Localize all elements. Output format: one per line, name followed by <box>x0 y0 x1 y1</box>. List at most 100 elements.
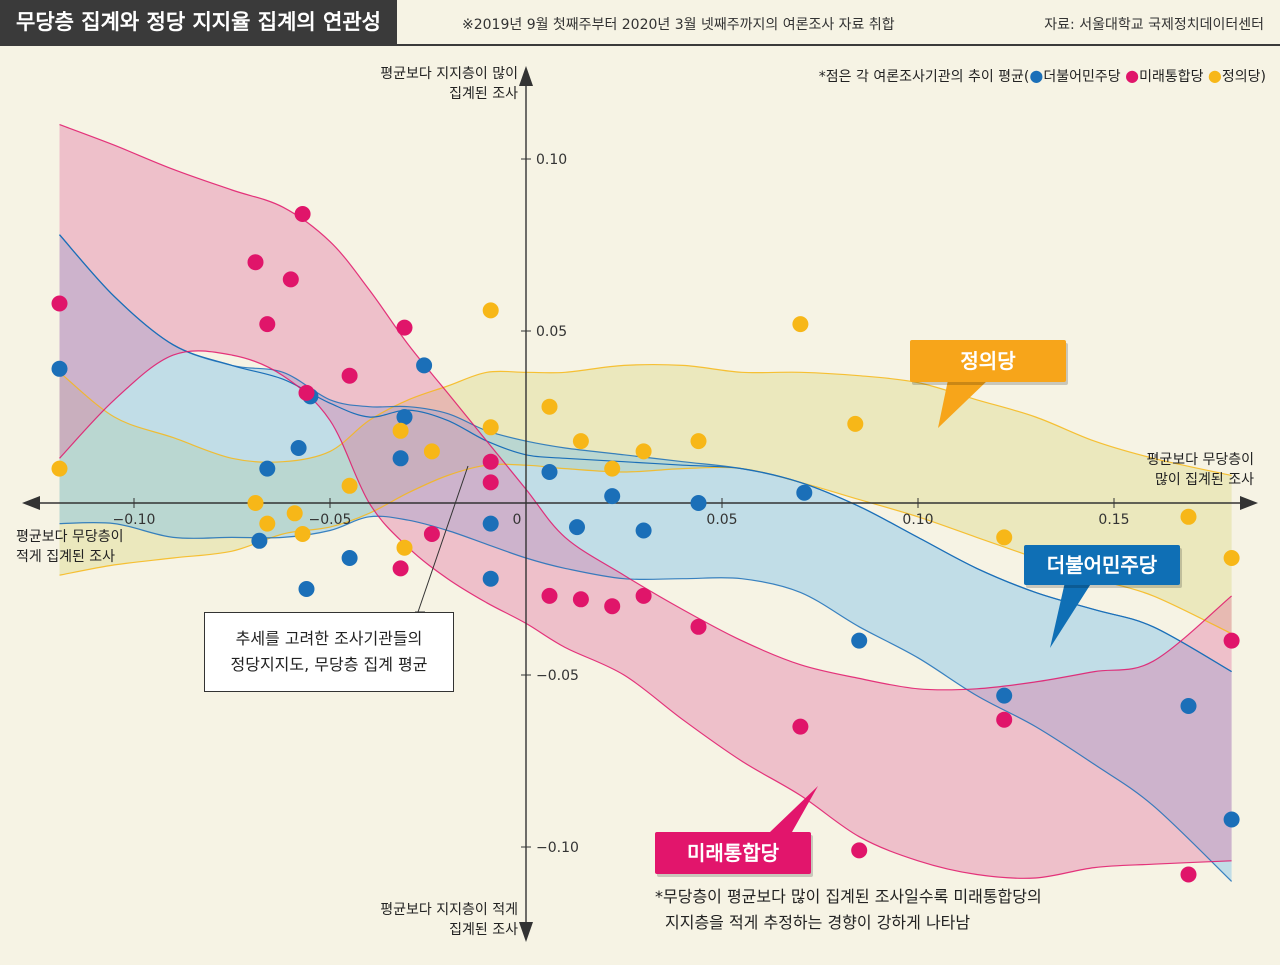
justice-point <box>1223 550 1240 566</box>
democratic-point <box>298 581 315 597</box>
united-label-pointer <box>770 786 818 832</box>
democratic-point <box>604 488 621 505</box>
y-axis-up-arrow <box>519 66 533 86</box>
justice-point <box>604 460 621 477</box>
x-tick-label: 0.05 <box>706 512 737 528</box>
united-point <box>423 526 440 542</box>
democratic-trend-line <box>59 234 1232 673</box>
democratic-point <box>541 464 558 480</box>
justice-legend-marker: ● <box>1207 66 1222 85</box>
democratic-point <box>851 632 868 649</box>
justice-point <box>482 419 499 436</box>
united-point <box>282 271 299 288</box>
democratic-point <box>569 519 585 536</box>
justice-point <box>294 526 311 542</box>
x-tick-label: 0.15 <box>1098 512 1129 528</box>
democratic-band <box>59 234 1232 882</box>
tick-marks: −0.10 −0.05 0 0.05 0.10 0.15 0.10 0.05 −0.05 −0.1… <box>113 152 1130 856</box>
democratic-point <box>396 409 413 425</box>
source-note: 자료: 서울대학교 국제정치데이터센터 <box>1044 17 1264 33</box>
democratic-point <box>1180 698 1197 714</box>
democratic-point <box>1223 811 1240 828</box>
y-bottom-note: 평균보다 지지층이 적게 집계된 조사 <box>380 902 518 938</box>
democratic-point <box>251 532 268 549</box>
x-tick-label: −0.10 <box>113 512 156 528</box>
united-point <box>572 591 589 608</box>
justice-point <box>423 443 440 460</box>
democratic-point <box>392 450 409 467</box>
united-point <box>792 718 809 735</box>
united-point <box>482 453 499 470</box>
justice-point <box>482 302 499 319</box>
x-axis-right-arrow <box>1240 496 1258 510</box>
justice-point <box>392 422 409 439</box>
democratic-point <box>416 357 433 374</box>
y-tick-label: −0.05 <box>536 668 579 684</box>
united-point <box>294 206 311 222</box>
justice-point <box>247 495 264 511</box>
period-note: ※2019년 9월 첫째주부터 2020년 3월 넷째주까지의 여론조사 자료 … <box>462 17 895 33</box>
united-point <box>51 295 68 312</box>
justice-point <box>847 415 864 432</box>
justice-point <box>996 529 1013 546</box>
y-tick-label: −0.10 <box>536 840 579 856</box>
democratic-point <box>482 570 499 587</box>
justice-point <box>1180 508 1197 525</box>
democratic-point <box>51 360 68 377</box>
footnote: *무당층이 평균보다 많이 집계된 조사일수록 미래통합당의 지지층을 적게 추… <box>655 887 1042 932</box>
x-tick-label: 0.10 <box>902 512 933 528</box>
united-point <box>259 316 276 333</box>
header-rule <box>0 44 1280 46</box>
united-label: 미래통합당 <box>655 832 811 874</box>
justice-label: 정의당 <box>910 340 1066 382</box>
justice-point <box>541 398 558 415</box>
legend-justice: 정의당 <box>1221 69 1261 85</box>
united-point <box>392 560 409 577</box>
justice-point <box>792 316 809 333</box>
justice-point <box>286 505 303 522</box>
chart-title: 무당층 집계와 정당 지지율 집계의 연관성 <box>0 0 397 44</box>
x-right-note: 평균보다 무당층이 많이 집계된 조사 <box>1146 452 1255 488</box>
justice-point <box>259 515 276 532</box>
democratic-point <box>996 687 1013 704</box>
democratic-band-lower-line <box>59 515 1233 882</box>
justice-point <box>396 539 413 556</box>
democratic-legend-marker: ● <box>1029 66 1044 85</box>
axes <box>22 66 1258 942</box>
united-point <box>996 711 1013 728</box>
democratic-point <box>690 495 707 511</box>
democratic-point <box>796 484 813 501</box>
united-band-lower-line <box>59 350 1232 879</box>
callout-leader-line <box>417 465 469 613</box>
united-point <box>851 842 868 859</box>
united-point <box>247 254 264 271</box>
data-points <box>51 206 1240 883</box>
x-axis-left-arrow <box>22 496 40 510</box>
democratic-point <box>635 522 652 539</box>
justice-point <box>51 460 68 477</box>
united-point <box>482 474 499 491</box>
united-point <box>604 598 621 615</box>
justice-point <box>635 443 652 460</box>
united-band-upper-line <box>59 124 1232 691</box>
y-axis-down-arrow <box>519 922 533 942</box>
united-point <box>1223 632 1240 649</box>
democratic-label: 더불어민주당 <box>1024 545 1180 585</box>
x-tick-label: −0.05 <box>309 512 352 528</box>
united-legend-marker: ● <box>1125 66 1140 85</box>
united-point <box>298 384 315 401</box>
y-tick-label: 0.05 <box>536 324 567 340</box>
united-point <box>541 587 558 604</box>
democratic-point <box>259 460 276 477</box>
x-tick-label: 0 <box>513 512 522 528</box>
united-point <box>341 367 358 384</box>
justice-point <box>572 433 589 450</box>
united-point <box>1180 866 1197 883</box>
justice-label-pointer <box>938 380 988 428</box>
legend: *점은 각 여론조사기관의 추이 평균(●더불어민주당 ●미래통합당 ●정의당) <box>818 66 1266 85</box>
democratic-point <box>290 440 307 456</box>
legend-democratic: 더불어민주당 <box>1043 69 1121 85</box>
united-point <box>690 618 707 635</box>
justice-point <box>341 477 358 494</box>
